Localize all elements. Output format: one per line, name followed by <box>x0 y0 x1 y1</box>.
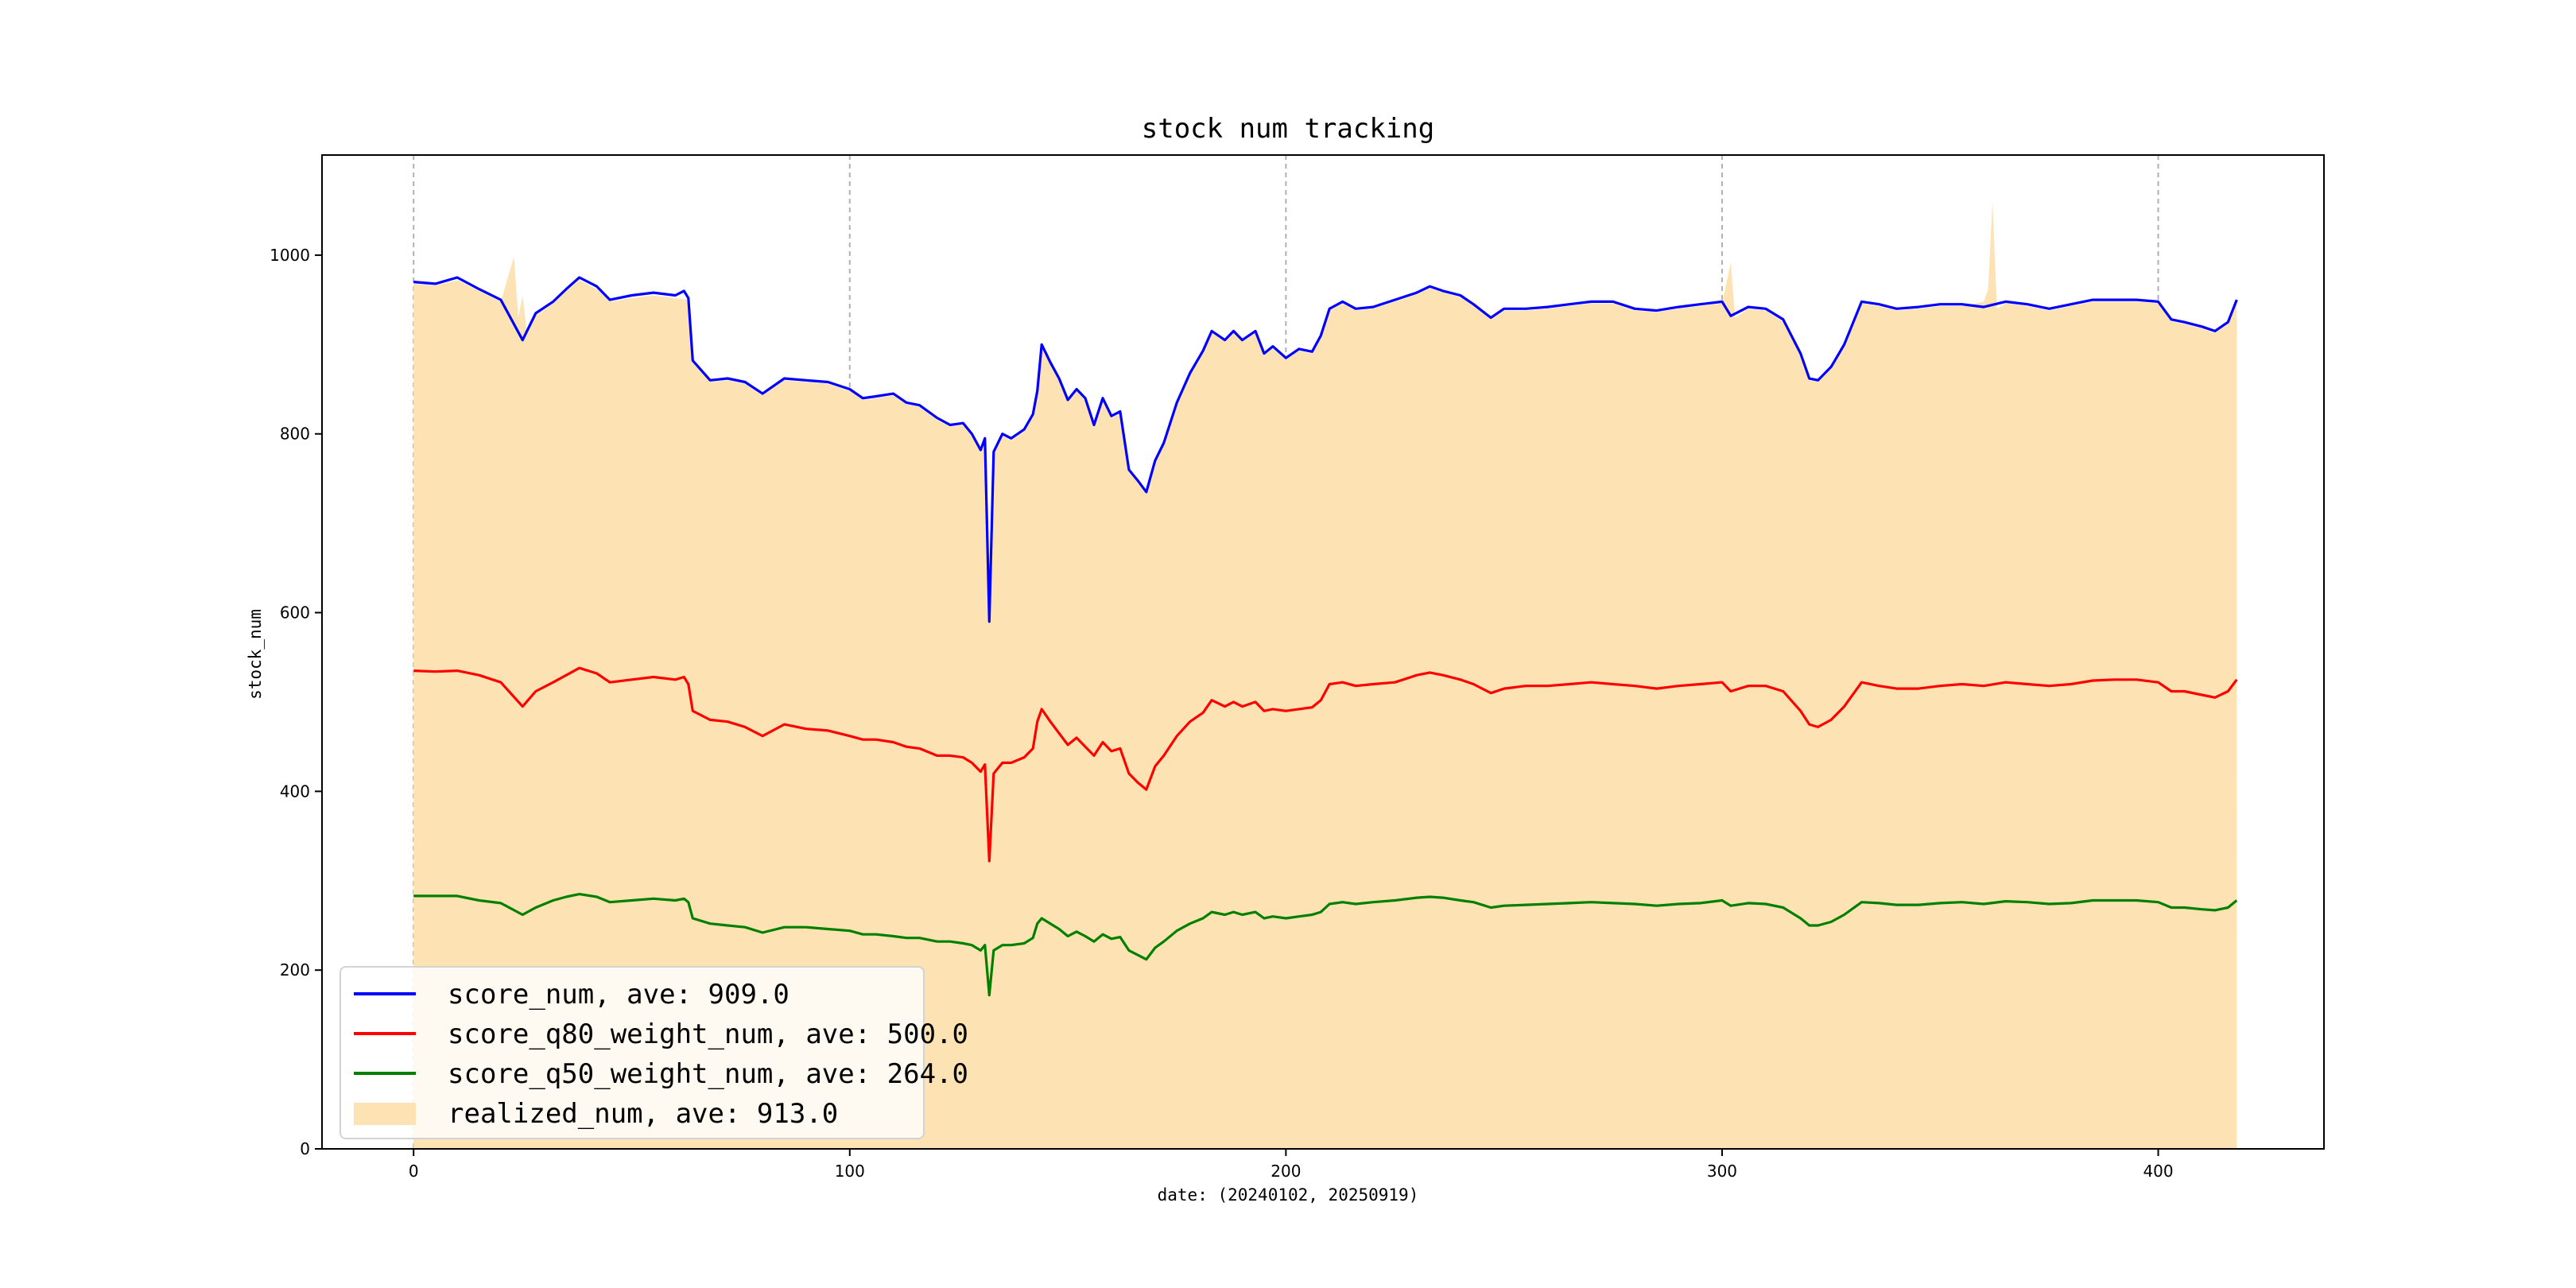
legend-item-score-num: score_num, ave: 909.0 <box>354 977 918 1012</box>
y-tick-label-400: 400 <box>280 782 310 801</box>
y-tick-label-800: 800 <box>280 425 310 444</box>
legend: score_num, ave: 909.0 score_q80_weight_n… <box>339 966 968 1139</box>
line-score-q50-weight-num <box>413 892 2238 997</box>
legend-item-realized-num: realized_num, ave: 913.0 <box>354 1096 918 1131</box>
x-tick-label-400: 400 <box>2143 1162 2173 1181</box>
legend-item-score-q50: score_q50_weight_num, ave: 264.0 <box>354 1057 968 1092</box>
legend-swatch-score-q80 <box>354 1032 416 1035</box>
line-score-q80-weight-num <box>413 666 2238 863</box>
y-tick-label-0: 0 <box>300 1139 310 1158</box>
y-tick-label-200: 200 <box>280 960 310 980</box>
area-realized-num <box>413 201 2237 1149</box>
chart-title: stock num tracking <box>1141 113 1435 145</box>
legend-label-realized-num: realized_num, ave: 913.0 <box>448 1098 839 1130</box>
y-tick-label-1000: 1000 <box>270 246 310 265</box>
legend-swatch-score-q50 <box>354 1072 416 1075</box>
legend-swatch-realized-num <box>354 1103 416 1125</box>
area-layer <box>413 201 2237 1149</box>
x-tick-label-200: 200 <box>1271 1162 1301 1181</box>
legend-label-score-q50: score_q50_weight_num, ave: 264.0 <box>448 1058 969 1090</box>
x-tick-label-300: 300 <box>1707 1162 1737 1181</box>
axes-frame <box>321 154 2325 1150</box>
x-tick-label-0: 0 <box>409 1162 419 1181</box>
line-layer <box>413 276 2238 997</box>
legend-label-score-q80: score_q80_weight_num, ave: 500.0 <box>448 1018 969 1050</box>
line-score-num <box>413 276 2238 623</box>
y-tick-label-600: 600 <box>280 603 310 623</box>
axes-layer: 0 100 200 300 400 0 200 400 600 800 1000 <box>270 154 2325 1181</box>
legend-item-score-q80: score_q80_weight_num, ave: 500.0 <box>354 1017 968 1052</box>
x-tick-label-100: 100 <box>835 1162 865 1181</box>
legend-label-score-num: score_num, ave: 909.0 <box>448 979 789 1011</box>
x-axis-label: date: (20240102, 20250919) <box>1157 1185 1419 1205</box>
legend-swatch-score-num <box>354 992 416 995</box>
